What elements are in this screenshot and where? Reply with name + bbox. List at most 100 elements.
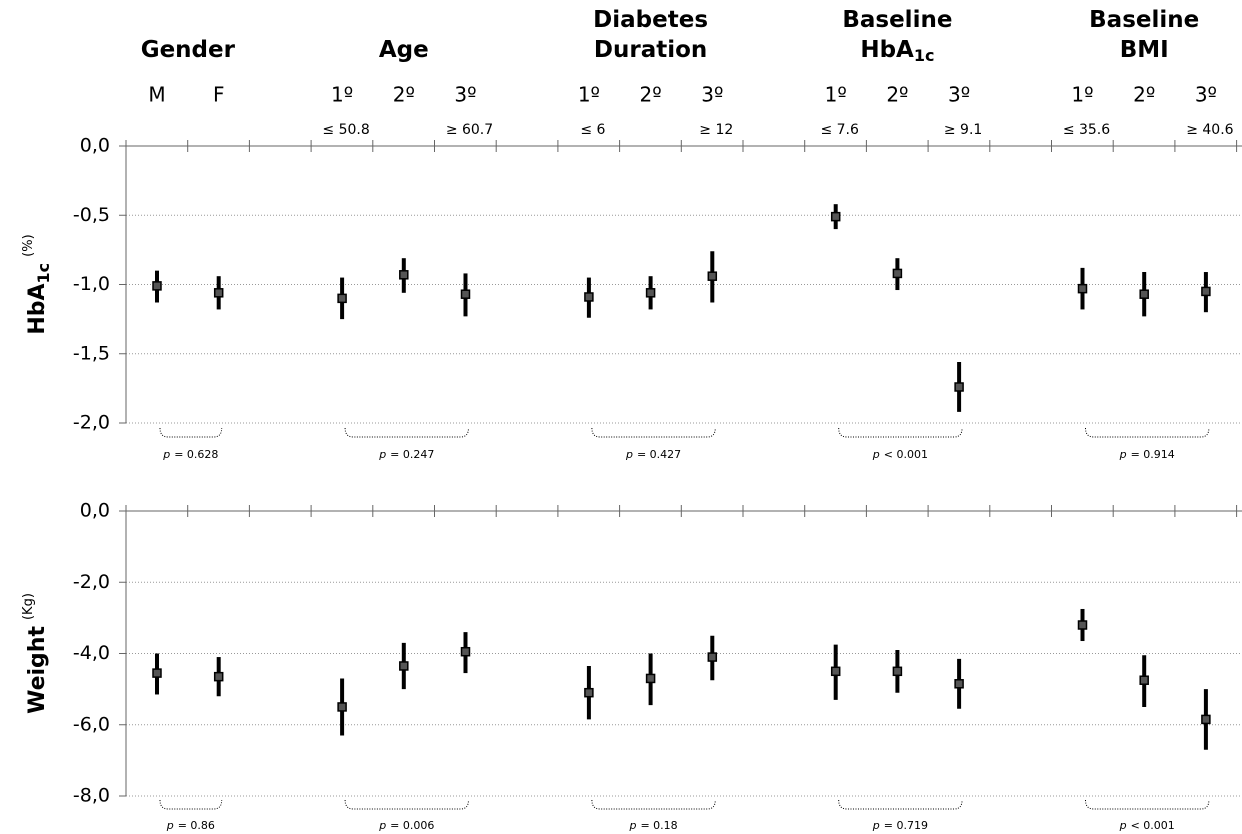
bracket [344, 427, 469, 438]
group-title-text: BMI [1120, 37, 1169, 63]
p-symbol: p [628, 819, 636, 832]
y-tick-label: -2,0 [73, 571, 110, 593]
p-value: p = 0.427 [625, 448, 681, 461]
p-value: p = 0.628 [162, 448, 218, 461]
p-value-text: < 0.001 [1131, 819, 1175, 832]
point-estimate [645, 673, 656, 684]
point-estimate [954, 679, 964, 689]
subgroup-label: 1º [331, 83, 353, 107]
p-value-text: = 0.427 [637, 448, 681, 461]
p-symbol: p [162, 448, 170, 461]
group-title-text: Duration [594, 37, 707, 63]
point-estimate [460, 646, 471, 657]
p-value-text: = 0.006 [390, 819, 434, 832]
threshold-label: ≤ 35.6 [1063, 122, 1110, 138]
y-label-sub: 1c [34, 263, 53, 284]
group-title: Duration [594, 37, 707, 63]
point-estimate [645, 288, 656, 298]
p-value-text: = 0.628 [174, 448, 218, 461]
point-estimate [152, 281, 162, 291]
subgroup-label: 1º [578, 83, 600, 107]
threshold-label: ≤ 50.8 [322, 122, 369, 138]
point-estimate [213, 671, 224, 682]
p-value: p = 0.86 [166, 819, 215, 832]
point-estimate [830, 211, 841, 222]
p-value: p = 0.719 [872, 819, 928, 832]
group-title-text: Baseline [1089, 7, 1199, 33]
threshold-label: ≤ 7.6 [820, 122, 859, 138]
y-axis-label: Weight (Kg) [21, 593, 51, 714]
group-title: Diabetes [593, 7, 708, 33]
point-estimate [707, 652, 718, 662]
bracket [159, 799, 223, 810]
threshold-label: ≥ 12 [699, 122, 733, 138]
group-title: HbA1c [860, 37, 934, 65]
point-estimate [892, 666, 903, 677]
p-value-text: = 0.86 [178, 819, 215, 832]
threshold-label: ≤ 6 [580, 122, 605, 138]
group-title-text: HbA [860, 37, 914, 63]
p-value: p < 0.001 [1119, 819, 1175, 832]
point-estimate [399, 270, 409, 280]
group-title: BMI [1120, 37, 1169, 63]
point-estimate [892, 268, 903, 279]
y-tick-label: -6,0 [73, 713, 110, 735]
p-symbol: p [378, 448, 386, 461]
bracket [159, 427, 223, 438]
subgroup-label: 3º [454, 83, 476, 107]
p-value-text: = 0.719 [884, 819, 928, 832]
p-symbol: p [166, 819, 174, 832]
bracket [344, 799, 469, 810]
point-estimate [460, 289, 471, 299]
group-title-text: Baseline [842, 7, 952, 33]
group-title: Baseline [1089, 7, 1199, 33]
point-estimate [152, 668, 162, 678]
threshold-label: ≥ 60.7 [446, 122, 493, 138]
subgroup-label: 2º [886, 83, 908, 107]
point-estimate [830, 666, 841, 677]
group-title-sub: 1c [914, 46, 935, 65]
bracket [838, 799, 963, 810]
p-symbol: p [872, 448, 880, 461]
threshold-label: ≥ 40.6 [1186, 122, 1233, 138]
y-label-text: HbA [25, 283, 50, 334]
p-symbol: p [378, 819, 386, 832]
y-tick-label: -2,0 [73, 412, 110, 434]
subgroup-label: 3º [701, 83, 723, 107]
bracket [838, 427, 963, 438]
group-title-text: Diabetes [593, 7, 708, 33]
point-estimate [1201, 286, 1211, 297]
point-estimate [337, 293, 347, 304]
y-tick-label: -1,5 [73, 342, 110, 364]
group-title: Baseline [842, 7, 952, 33]
y-tick-label: -1,0 [73, 273, 110, 295]
point-estimate [954, 382, 964, 392]
p-symbol: p [872, 819, 880, 832]
group-title-text: Gender [141, 37, 236, 63]
p-value-text: < 0.001 [884, 448, 928, 461]
subgroup-label: 1º [1071, 83, 1093, 107]
p-value: p = 0.914 [1119, 448, 1175, 461]
threshold-label: ≥ 9.1 [944, 122, 982, 138]
y-tick-label: -8,0 [73, 785, 110, 807]
p-symbol: p [625, 448, 633, 461]
subgroup-label: 2º [640, 83, 662, 107]
y-tick-label: -4,0 [73, 642, 110, 664]
point-estimate [337, 702, 347, 712]
point-estimate [1077, 283, 1088, 294]
group-title: Age [379, 37, 429, 63]
p-value-text: = 0.914 [1131, 448, 1175, 461]
p-value: p < 0.001 [872, 448, 928, 461]
p-value-text: = 0.247 [390, 448, 434, 461]
group-title-text: Age [379, 37, 429, 63]
subgroup-label: 1º [825, 83, 847, 107]
point-estimate [1139, 289, 1149, 299]
subgroup-label: 3º [1195, 83, 1217, 107]
y-label-unit: (Kg) [21, 593, 36, 620]
point-estimate [1139, 675, 1149, 685]
point-estimate [707, 271, 718, 281]
point-estimate [584, 687, 594, 698]
p-value-text: = 0.18 [640, 819, 677, 832]
y-tick-label: -0,5 [73, 204, 110, 226]
